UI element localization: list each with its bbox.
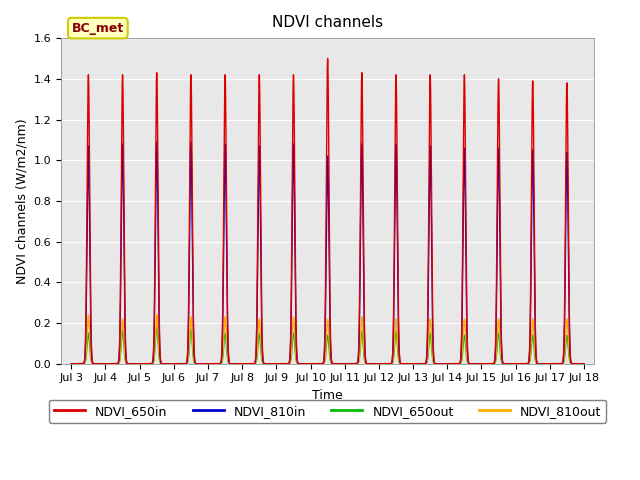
Line: NDVI_810in: NDVI_810in xyxy=(71,142,584,364)
NDVI_650out xyxy=(471,361,479,367)
NDVI_810out xyxy=(67,361,75,367)
NDVI_650in xyxy=(580,361,588,367)
NDVI_810in xyxy=(579,361,586,367)
Line: NDVI_810out: NDVI_810out xyxy=(71,315,584,364)
NDVI_650in xyxy=(67,361,75,367)
NDVI_810in xyxy=(172,361,179,367)
Line: NDVI_650in: NDVI_650in xyxy=(71,59,584,364)
NDVI_810out xyxy=(259,360,267,366)
Y-axis label: NDVI channels (W/m2/nm): NDVI channels (W/m2/nm) xyxy=(15,118,28,284)
NDVI_810out xyxy=(579,361,586,367)
NDVI_810in xyxy=(259,359,267,364)
Title: NDVI channels: NDVI channels xyxy=(272,15,383,30)
NDVI_810in xyxy=(398,361,406,367)
NDVI_650in xyxy=(546,361,554,367)
NDVI_810out xyxy=(84,312,92,318)
NDVI_650out xyxy=(398,361,406,367)
NDVI_810out xyxy=(580,361,588,367)
NDVI_650in xyxy=(259,358,267,363)
NDVI_650out xyxy=(172,361,179,367)
NDVI_650in xyxy=(172,361,179,367)
NDVI_650out xyxy=(579,361,586,367)
NDVI_810in xyxy=(307,361,314,367)
NDVI_810out xyxy=(172,361,179,367)
NDVI_810in xyxy=(471,361,479,367)
Line: NDVI_650out: NDVI_650out xyxy=(71,327,584,364)
NDVI_650out xyxy=(580,361,588,367)
NDVI_650out xyxy=(177,361,185,367)
NDVI_650out xyxy=(153,324,161,330)
Text: BC_met: BC_met xyxy=(72,22,124,35)
NDVI_810in xyxy=(67,361,75,367)
Legend: NDVI_650in, NDVI_810in, NDVI_650out, NDVI_810out: NDVI_650in, NDVI_810in, NDVI_650out, NDV… xyxy=(49,400,606,422)
NDVI_810out xyxy=(102,361,109,367)
NDVI_810out xyxy=(177,361,185,367)
NDVI_810in xyxy=(153,139,161,145)
NDVI_650in xyxy=(324,56,332,61)
NDVI_650out xyxy=(307,361,314,367)
NDVI_810in xyxy=(177,361,185,367)
NDVI_810out xyxy=(398,361,406,367)
NDVI_650in xyxy=(471,361,479,367)
NDVI_650in xyxy=(398,361,406,367)
NDVI_650out xyxy=(67,361,75,367)
NDVI_810in xyxy=(580,361,588,367)
NDVI_810out xyxy=(471,361,479,367)
NDVI_650in xyxy=(177,361,185,367)
NDVI_650out xyxy=(259,360,267,366)
NDVI_650in xyxy=(579,361,586,367)
X-axis label: Time: Time xyxy=(312,389,343,402)
